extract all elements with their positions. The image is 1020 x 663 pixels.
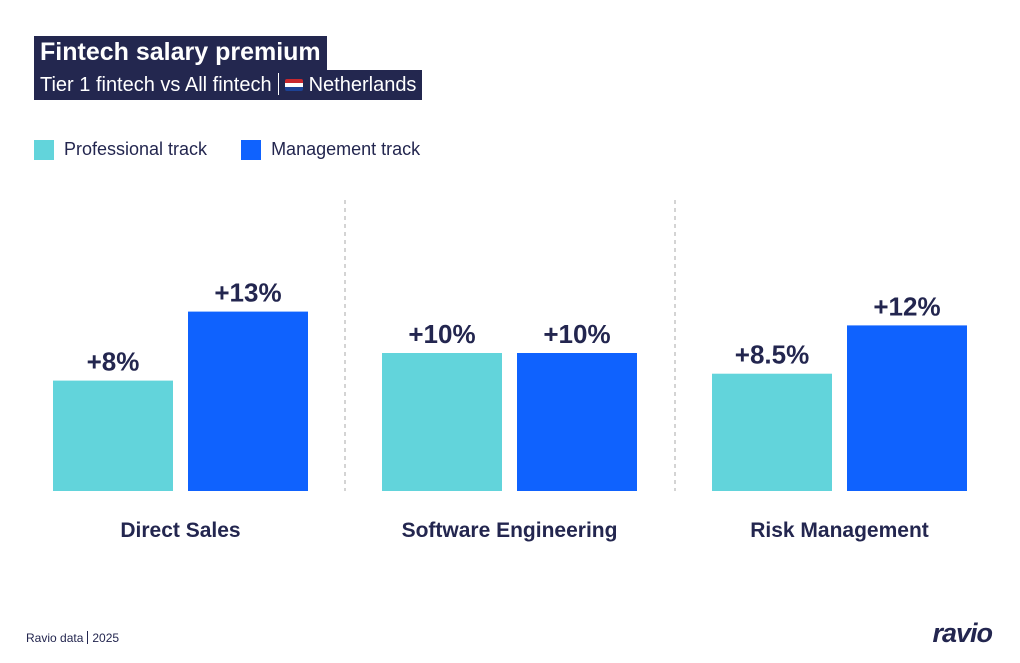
source-label: Ravio data [26,631,84,645]
bar [53,380,173,491]
legend-item-professional: Professional track [34,139,207,160]
subtitle-divider [277,73,279,95]
chart-title: Fintech salary premium [34,36,327,70]
data-label: +8% [87,347,140,377]
bar [382,353,502,491]
netherlands-flag-icon [284,79,303,91]
footer-source: Ravio data 2025 [26,631,119,645]
data-label: +10% [408,319,475,349]
legend-item-management: Management track [241,139,420,160]
footer-divider [87,631,89,644]
legend-swatch-professional [34,139,54,160]
bar [188,311,308,491]
bar [517,353,637,491]
bar [712,373,832,491]
year-label: 2025 [92,631,120,645]
legend-label: Management track [271,139,421,159]
ravio-logo: ravio [932,618,993,648]
data-label: +13% [214,278,281,308]
category-label: Software Engineering [402,519,618,542]
region-label: Netherlands [308,74,417,96]
data-label: +12% [873,291,940,321]
legend: Professional track Management track [34,139,420,160]
category-label: Risk Management [750,519,929,542]
category-label: Direct Sales [120,519,240,542]
data-label: +8.5% [735,340,809,370]
bar [847,325,967,491]
chart-subtitle: Tier 1 fintech vs All fintech Netherlands [34,70,423,100]
subtitle-text: Tier 1 fintech vs All fintech [40,74,272,96]
data-label: +10% [543,319,610,349]
legend-swatch-management [241,139,262,160]
legend-label: Professional track [64,139,208,159]
